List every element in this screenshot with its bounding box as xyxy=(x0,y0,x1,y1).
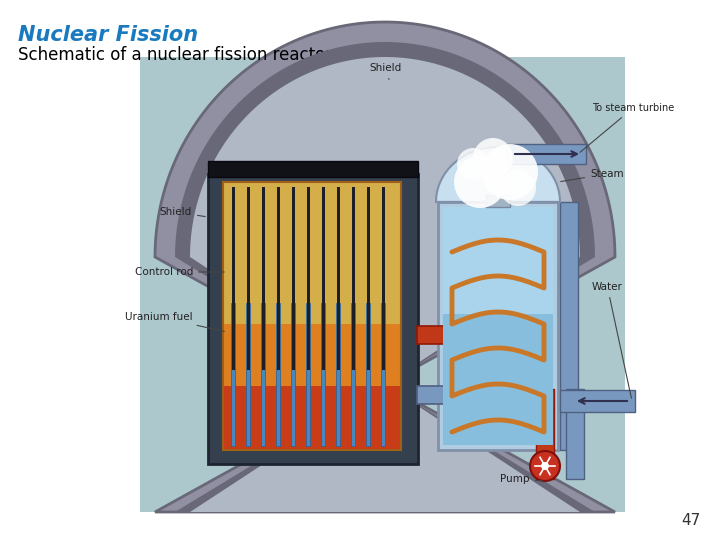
Text: To steam turbine: To steam turbine xyxy=(580,103,674,152)
Bar xyxy=(560,390,635,412)
Text: Steam: Steam xyxy=(561,169,624,181)
Bar xyxy=(292,187,295,369)
Bar xyxy=(486,195,510,207)
Bar xyxy=(381,302,385,446)
Polygon shape xyxy=(190,57,580,512)
Bar xyxy=(438,202,558,450)
Polygon shape xyxy=(155,22,615,512)
Circle shape xyxy=(473,138,513,178)
Circle shape xyxy=(482,144,538,200)
Bar xyxy=(351,302,355,446)
Bar xyxy=(417,326,452,344)
Bar xyxy=(261,302,265,446)
Bar xyxy=(382,187,385,369)
Text: Pump: Pump xyxy=(500,474,542,484)
Bar xyxy=(366,302,370,446)
Bar xyxy=(140,57,625,512)
Bar xyxy=(246,302,250,446)
Bar xyxy=(231,302,235,446)
Text: Control rod: Control rod xyxy=(135,267,224,277)
Bar xyxy=(276,302,280,446)
Bar xyxy=(223,324,401,391)
Bar xyxy=(337,187,340,369)
Circle shape xyxy=(530,451,560,481)
Circle shape xyxy=(457,148,489,180)
Bar xyxy=(291,302,295,446)
Circle shape xyxy=(500,170,536,206)
Text: Shield: Shield xyxy=(160,207,205,217)
Bar xyxy=(322,187,325,369)
Circle shape xyxy=(454,156,506,208)
Text: 47: 47 xyxy=(680,513,700,528)
Bar xyxy=(536,389,554,479)
Bar xyxy=(223,386,401,450)
Circle shape xyxy=(541,462,549,470)
Bar xyxy=(277,187,280,369)
Text: Schematic of a nuclear fission reactor.: Schematic of a nuclear fission reactor. xyxy=(18,46,336,64)
Text: Uranium fuel: Uranium fuel xyxy=(125,312,225,332)
Bar xyxy=(306,302,310,446)
Bar xyxy=(223,182,401,329)
Bar xyxy=(352,187,355,369)
Text: Shield: Shield xyxy=(369,63,401,79)
Bar xyxy=(443,207,553,314)
Polygon shape xyxy=(436,147,560,202)
Bar xyxy=(262,187,265,369)
Bar xyxy=(560,202,578,450)
Bar xyxy=(336,302,340,446)
Bar xyxy=(417,386,452,404)
Bar xyxy=(223,182,401,450)
Polygon shape xyxy=(175,42,595,512)
Text: Nuclear Fission: Nuclear Fission xyxy=(18,25,198,45)
Bar xyxy=(443,207,553,445)
Bar xyxy=(208,161,418,177)
Bar xyxy=(321,302,325,446)
Bar xyxy=(367,187,370,369)
Bar xyxy=(506,144,586,164)
Bar xyxy=(208,174,418,464)
Bar xyxy=(307,187,310,369)
Bar xyxy=(232,187,235,369)
Bar xyxy=(566,389,584,479)
Bar xyxy=(247,187,250,369)
Text: Water: Water xyxy=(592,282,631,399)
